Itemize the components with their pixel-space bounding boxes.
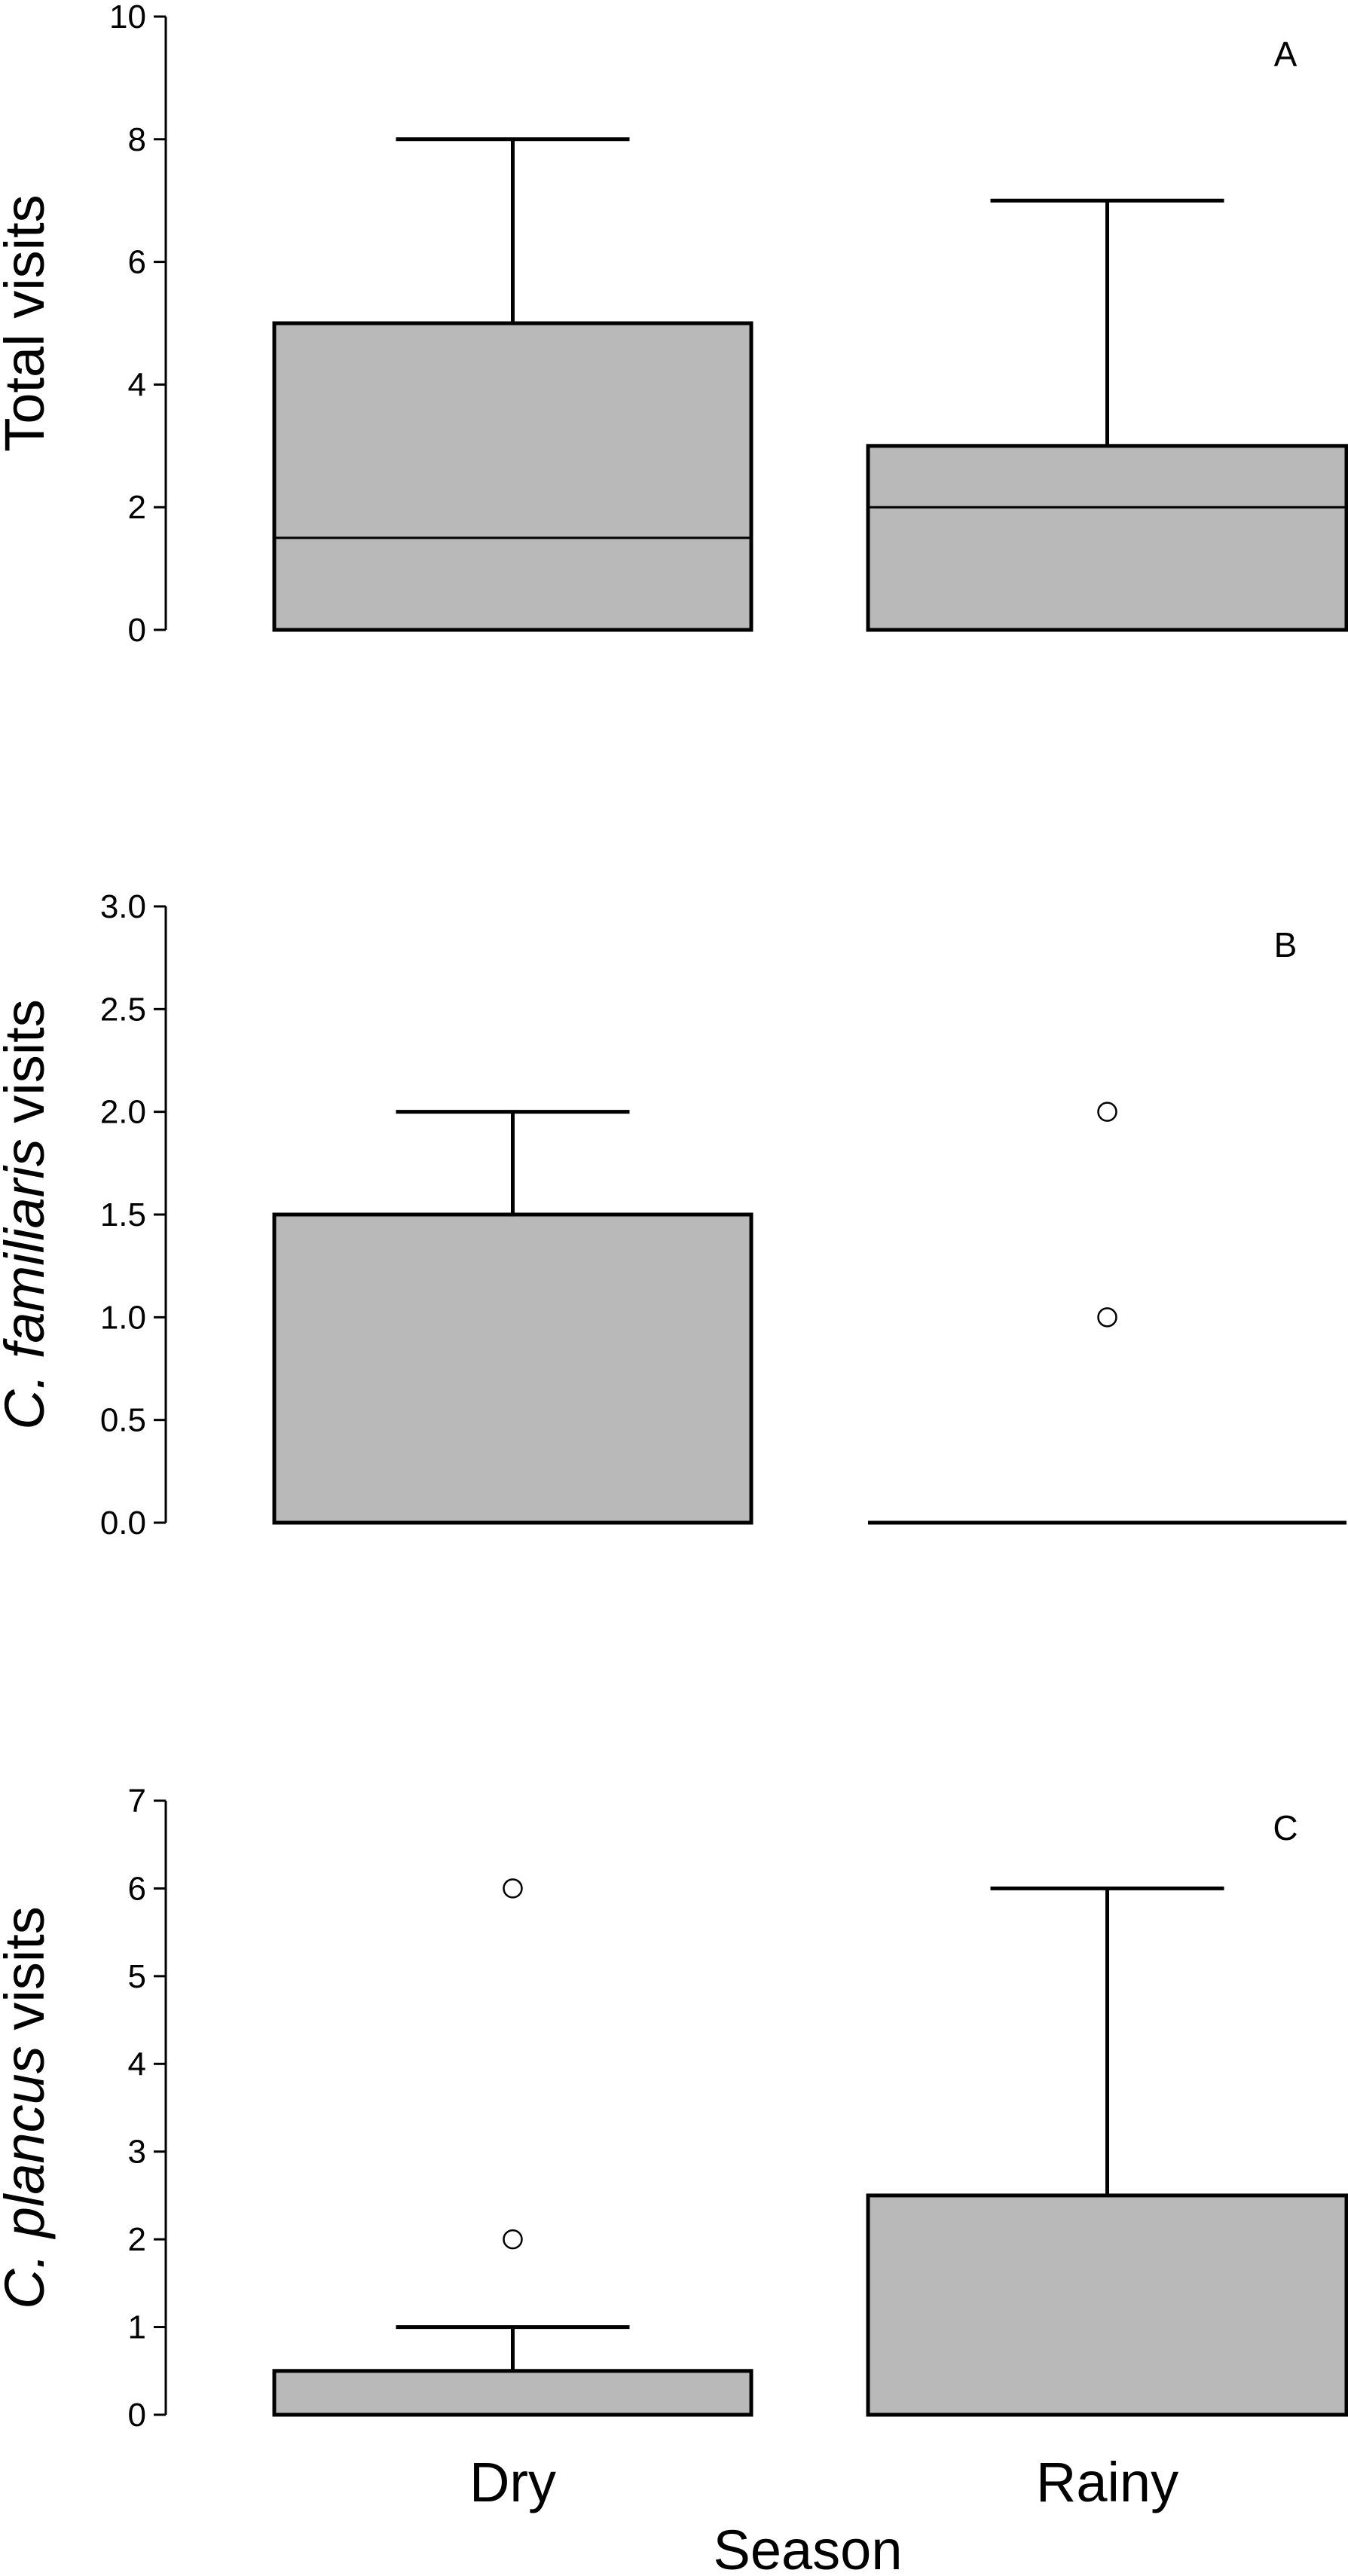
y-axis-label-part: visits [0,1906,56,2046]
box-rect [272,321,753,632]
y-tick-label: 2 [128,2221,146,2258]
outlier-point [1097,1102,1117,1122]
y-tick-label: 7 [128,1783,146,1820]
y-tick-label: 6 [128,244,146,281]
box-rainy [866,1886,1348,2417]
y-tick-label: 4 [128,2046,146,2082]
box-rect [272,1212,753,1525]
y-tick-label: 5 [128,1958,146,1995]
y-tick-label: 1.5 [100,1196,146,1233]
box-dry [272,1110,753,1525]
y-axis-label-part: visits [0,999,56,1138]
x-axis-label: Season [714,2519,903,2576]
y-axis-label: C. plancus visits [0,1906,56,2309]
y-tick-label: 0 [128,2397,146,2434]
y-tick-label: 0 [128,612,146,649]
panel-b: 0.0 0.5 1.0 1.5 2.0 2.5 3.0 C. familiaris visit… [0,888,1346,1542]
y-axis-label: C. familiaris visits [0,999,56,1429]
y-tick-label: 4 [128,366,146,403]
box-rect [866,444,1348,632]
box-rainy [866,198,1348,632]
y-tick-label: 0.5 [100,1402,146,1439]
box-rect [272,2369,753,2417]
y-tick-label: 2 [128,489,146,526]
box-rect [866,2193,1348,2417]
box-rainy [868,1102,1346,1525]
y-tick-label: 3.0 [100,888,146,925]
box-dry [272,1878,753,2417]
panel-letter: A [1274,35,1298,74]
panel-letter: B [1274,925,1298,964]
outlier-point [503,2229,523,2250]
y-tick-label: 6 [128,1870,146,1907]
y-tick-label: 1.0 [100,1299,146,1336]
y-axis-label-part: Total visits [0,194,56,451]
panel-letter: C [1273,1808,1298,1847]
y-tick-label: 1 [128,2309,146,2346]
y-tick-label: 2.5 [100,991,146,1028]
y-axis-label: Total visits [0,194,56,451]
outlier-point [1097,1307,1117,1328]
y-axis-label-part: C. [0,2238,56,2309]
y-tick-label: 8 [128,121,146,158]
y-tick-label: 3 [128,2134,146,2171]
outlier-point [503,1878,523,1899]
y-tick-label: 10 [109,0,146,35]
panel-c: 0 1 2 3 4 5 6 7 C. plancus visits C [0,1783,1348,2434]
x-category-label: Dry [469,2451,556,2513]
y-axis-label-part: familiaris [0,1138,56,1358]
y-axis-label-part: plancus [0,2046,56,2239]
y-axis-label-part: C. [0,1358,56,1430]
y-tick-label: 2.0 [100,1094,146,1131]
y-tick-label: 0.0 [100,1505,146,1542]
panel-a: 0 2 4 6 8 10 Total visits A [0,0,1348,649]
box-dry [272,137,753,632]
x-category-label: Rainy [1036,2451,1178,2513]
